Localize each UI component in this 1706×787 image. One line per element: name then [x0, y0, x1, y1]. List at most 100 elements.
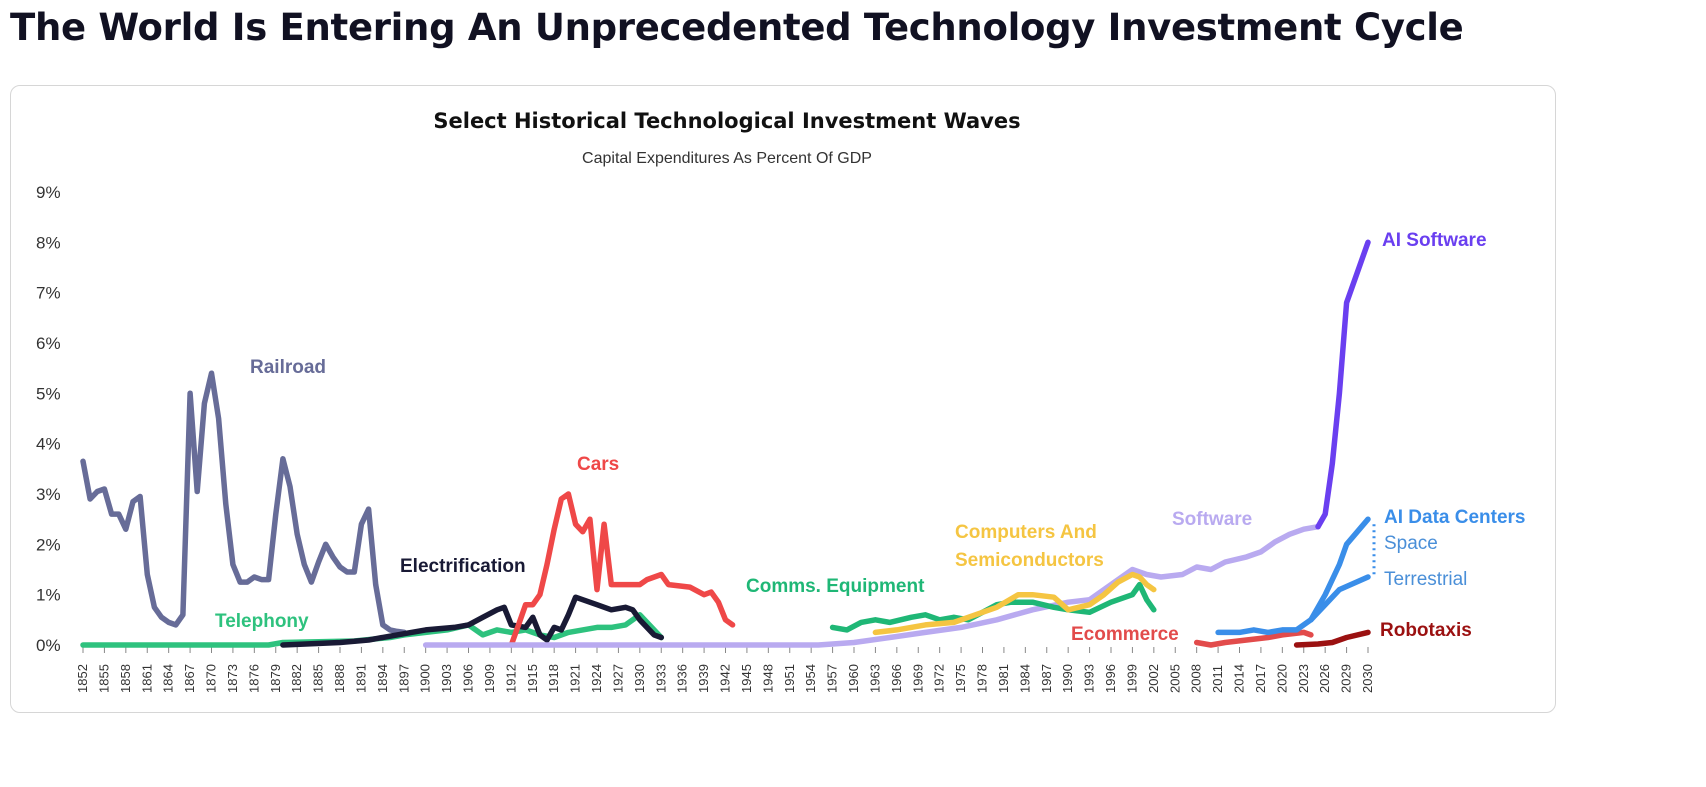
x-tick-label: 1966: [889, 664, 904, 693]
x-axis: 1852 1855 1858 1861 1864 1867 1870 1873 1876 1879…: [75, 647, 1375, 693]
x-tick-label: 1936: [675, 664, 690, 693]
x-tick-label: 1993: [1082, 664, 1097, 693]
x-tick-label: 1906: [461, 664, 476, 693]
x-tick-label: 1897: [396, 664, 411, 693]
x-tick-label: 1930: [632, 664, 647, 693]
series-line-railroad: [80, 370, 408, 636]
series-label: Telephony: [215, 611, 309, 632]
x-tick-label: 1861: [139, 664, 154, 693]
x-tick-label: 1942: [718, 664, 733, 693]
series-line-robotaxis: [1293, 629, 1371, 648]
x-tick-label: 1870: [204, 664, 219, 693]
x-tick-label: 1948: [760, 664, 775, 693]
y-axis: 0% 1% 2% 3% 4% 5% 6% 7% 8% 9%: [36, 183, 61, 655]
chart-title: Select Historical Technological Investme…: [433, 109, 1020, 133]
series-label: Cars: [577, 454, 619, 475]
x-tick-label: 1867: [182, 664, 197, 693]
x-tick-label: 1912: [503, 664, 518, 693]
x-tick-label: 1999: [1124, 664, 1139, 693]
x-tick-label: 1951: [782, 664, 797, 693]
x-tick-label: 1855: [96, 664, 111, 693]
series-line-software: [422, 523, 1321, 648]
series-line-computers-and-semiconductors: [872, 571, 1157, 636]
series-line-ai-data-centers-terrestrial: [1215, 574, 1371, 636]
x-tick-label: 1903: [439, 664, 454, 693]
x-tick-label: 1972: [932, 664, 947, 693]
x-tick-label: 2023: [1296, 664, 1311, 693]
x-tick-label: 1876: [246, 664, 261, 693]
y-tick-label: 0%: [36, 636, 61, 655]
x-tick-label: 2020: [1274, 664, 1289, 693]
x-tick-label: 1939: [696, 664, 711, 693]
series-label: Space: [1384, 533, 1438, 554]
x-tick-label: 1891: [353, 664, 368, 693]
y-tick-label: 2%: [36, 535, 61, 554]
x-tick-label: 1927: [610, 664, 625, 693]
x-tick-label: 1909: [482, 664, 497, 693]
x-tick-label: 1957: [825, 664, 840, 693]
y-tick-label: 6%: [36, 334, 61, 353]
x-tick-label: 1852: [75, 664, 90, 693]
series-label: Semiconductors: [955, 550, 1104, 571]
y-tick-label: 8%: [36, 233, 61, 252]
x-tick-label: 1945: [739, 664, 754, 693]
series-label: Ecommerce: [1071, 624, 1179, 645]
x-tick-label: 1888: [332, 664, 347, 693]
x-tick-label: 1996: [1103, 664, 1118, 693]
series-label: Terrestrial: [1384, 569, 1467, 590]
x-tick-label: 1960: [846, 664, 861, 693]
x-tick-label: 1963: [867, 664, 882, 693]
series-label: Computers And: [955, 522, 1097, 543]
x-tick-label: 1978: [975, 664, 990, 693]
x-tick-label: 1915: [525, 664, 540, 693]
x-tick-label: 2029: [1339, 664, 1354, 693]
x-tick-label: 2008: [1189, 664, 1204, 693]
x-tick-label: 1858: [118, 664, 133, 693]
x-tick-label: 1933: [653, 664, 668, 693]
chart-card: [10, 85, 1556, 713]
x-tick-label: 1873: [225, 664, 240, 693]
x-tick-label: 2011: [1210, 665, 1225, 693]
x-tick-label: 1882: [289, 664, 304, 693]
series-label: Software: [1172, 509, 1252, 530]
x-tick-label: 1984: [1017, 664, 1032, 693]
x-tick-label: 2005: [1167, 664, 1182, 693]
series-line-cars: [508, 491, 736, 648]
series-line-ai-data-centers-space: [1308, 516, 1371, 623]
x-tick-label: 1885: [311, 664, 326, 693]
x-tick-label: 1987: [1039, 664, 1054, 693]
series-line-electrification: [280, 594, 665, 648]
y-tick-label: 7%: [36, 284, 61, 303]
series-label: AI Software: [1382, 230, 1487, 251]
x-tick-label: 1981: [996, 664, 1011, 693]
x-tick-label: 1975: [953, 664, 968, 693]
chart-subtitle: Capital Expenditures As Percent Of GDP: [582, 150, 872, 167]
series-label: Comms. Equipment: [746, 576, 925, 597]
y-tick-label: 9%: [36, 183, 61, 202]
x-tick-label: 1918: [546, 664, 561, 693]
x-tick-label: 2014: [1232, 664, 1247, 693]
x-tick-label: 1969: [910, 664, 925, 693]
x-tick-label: 1900: [418, 664, 433, 693]
series-label: Electrification: [400, 556, 526, 577]
series-line-ai-software: [1315, 239, 1371, 530]
series-label: Railroad: [250, 357, 326, 378]
x-tick-label: 1921: [568, 664, 583, 693]
x-tick-label: 1894: [375, 664, 390, 693]
x-tick-label: 1864: [161, 664, 176, 693]
y-tick-label: 1%: [36, 586, 61, 605]
series-label: AI Data Centers: [1384, 507, 1526, 528]
series-line-ecommerce: [1193, 629, 1314, 648]
y-tick-label: 5%: [36, 384, 61, 403]
x-tick-label: 1954: [803, 664, 818, 693]
x-tick-label: 2017: [1253, 664, 1268, 693]
series-labels: Railroad Telephony Electrification Cars Comm…: [215, 230, 1526, 645]
series-label: Robotaxis: [1380, 620, 1472, 641]
x-tick-label: 2026: [1317, 664, 1332, 693]
y-tick-label: 4%: [36, 435, 61, 454]
y-tick-label: 3%: [36, 485, 61, 504]
x-tick-label: 1924: [589, 664, 604, 693]
x-tick-label: 1879: [268, 664, 283, 693]
x-tick-label: 2030: [1360, 664, 1375, 693]
